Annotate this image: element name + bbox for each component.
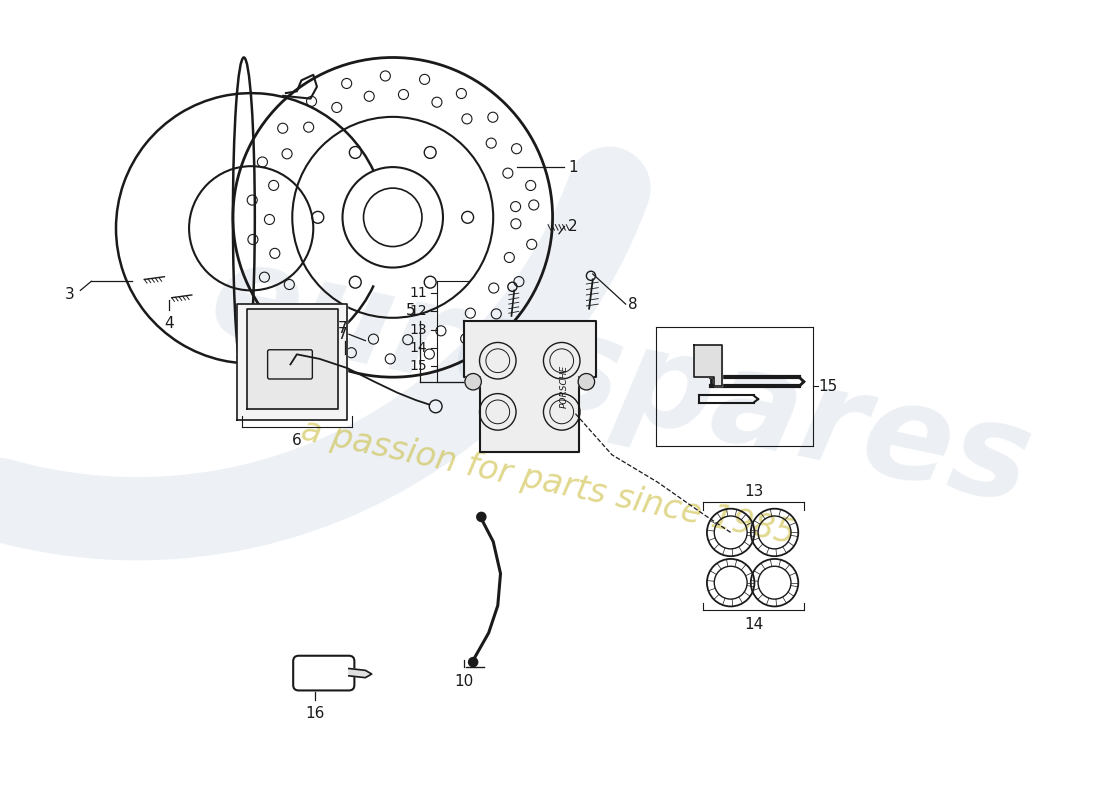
Text: 8: 8: [628, 297, 638, 311]
Circle shape: [465, 374, 482, 390]
Text: 5: 5: [406, 302, 416, 318]
Text: PORSCHE: PORSCHE: [560, 365, 569, 408]
Circle shape: [476, 512, 486, 522]
Polygon shape: [238, 304, 348, 420]
Text: 14: 14: [744, 618, 763, 632]
Text: 1: 1: [568, 159, 578, 174]
Text: 7: 7: [338, 321, 348, 336]
Polygon shape: [464, 321, 595, 452]
Text: 6: 6: [292, 433, 301, 448]
Polygon shape: [246, 309, 338, 409]
Text: 15: 15: [818, 378, 837, 394]
Text: eurospares: eurospares: [199, 233, 1043, 530]
Text: 16: 16: [306, 706, 324, 721]
Polygon shape: [349, 669, 372, 678]
Text: 2: 2: [568, 219, 578, 234]
Text: a passion for parts since 1985: a passion for parts since 1985: [298, 414, 798, 550]
Text: 11: 11: [409, 286, 428, 300]
Polygon shape: [694, 345, 722, 386]
Text: 3: 3: [65, 286, 75, 302]
Text: 12: 12: [410, 305, 428, 318]
Text: 10: 10: [454, 674, 474, 689]
Text: 14: 14: [410, 341, 428, 355]
Text: 15: 15: [410, 359, 428, 374]
Text: 13: 13: [744, 484, 763, 498]
Circle shape: [469, 658, 477, 666]
Text: 13: 13: [410, 322, 428, 337]
Circle shape: [579, 374, 595, 390]
Text: 4: 4: [164, 316, 174, 331]
Text: 7: 7: [338, 326, 348, 342]
